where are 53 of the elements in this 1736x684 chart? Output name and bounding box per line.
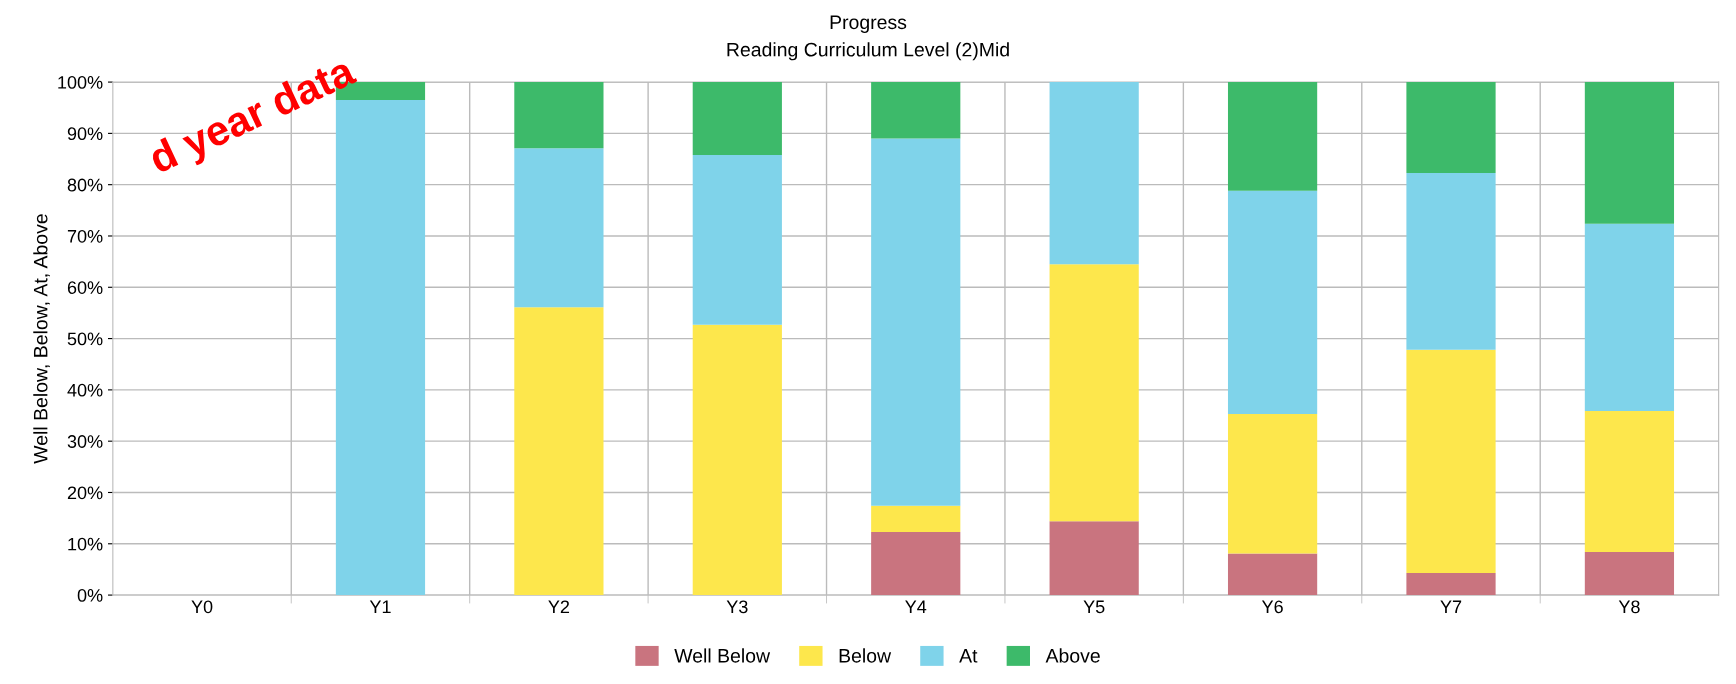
bar: [871, 138, 961, 506]
chart-subtitle: Reading Curriculum Level (2)Mid: [727, 42, 1009, 61]
bar: [514, 307, 604, 596]
x-tick-label: Y1: [369, 600, 391, 614]
y-tick-label: 30%: [67, 435, 103, 448]
x-tick-label: Y0: [191, 600, 213, 614]
x-tick-label: Y3: [726, 600, 748, 614]
y-axis-title: Well Below, Below, At, Above: [33, 214, 50, 464]
bar: [1227, 553, 1318, 596]
bar: [1584, 410, 1675, 552]
bar: [1406, 573, 1496, 596]
y-tick-label: 20%: [67, 486, 103, 500]
y-tick-label: 0%: [77, 589, 103, 602]
x-tick-label: Y4: [905, 600, 927, 614]
bar: [1049, 264, 1139, 522]
bar: [692, 82, 782, 155]
y-tick-label: 80%: [67, 178, 103, 192]
bar: [1584, 82, 1675, 224]
bar: [514, 148, 604, 308]
chart-title: Progress: [830, 15, 907, 33]
x-tick-label: Y2: [548, 600, 570, 614]
y-tick-label: 50%: [67, 332, 103, 346]
bar: [1049, 82, 1139, 265]
y-tick-label: 40%: [67, 383, 103, 397]
bar: [514, 82, 604, 149]
legend-label: Well Below: [674, 648, 771, 663]
bar: [1584, 223, 1675, 411]
legend-label: Below: [839, 648, 892, 663]
y-tick-label: 10%: [68, 537, 103, 551]
legend-label: At: [959, 649, 978, 663]
y-tick-label: 100%: [58, 76, 103, 89]
y-tick-label: 60%: [67, 281, 103, 294]
bar: [1049, 521, 1139, 596]
bar: [871, 82, 961, 139]
y-tick-label: 70%: [67, 229, 103, 243]
bar: [871, 505, 961, 532]
bar: [1584, 551, 1675, 596]
bar: [1227, 82, 1318, 191]
x-tick-label: Y7: [1440, 600, 1462, 614]
bar: [1406, 349, 1496, 574]
bar: [871, 531, 961, 596]
legend-label: Above: [1045, 648, 1100, 663]
bar: [1406, 82, 1496, 173]
x-tick-label: Y8: [1618, 600, 1640, 614]
bar: [1227, 413, 1318, 554]
bar: [1406, 172, 1496, 350]
annotation: d year data: [146, 53, 362, 182]
bar: [692, 324, 782, 596]
bar: [692, 154, 782, 325]
bar: [1227, 190, 1318, 414]
x-tick-label: Y5: [1083, 600, 1105, 614]
x-tick-label: Y6: [1261, 600, 1283, 614]
y-tick-label: 90%: [67, 127, 103, 141]
